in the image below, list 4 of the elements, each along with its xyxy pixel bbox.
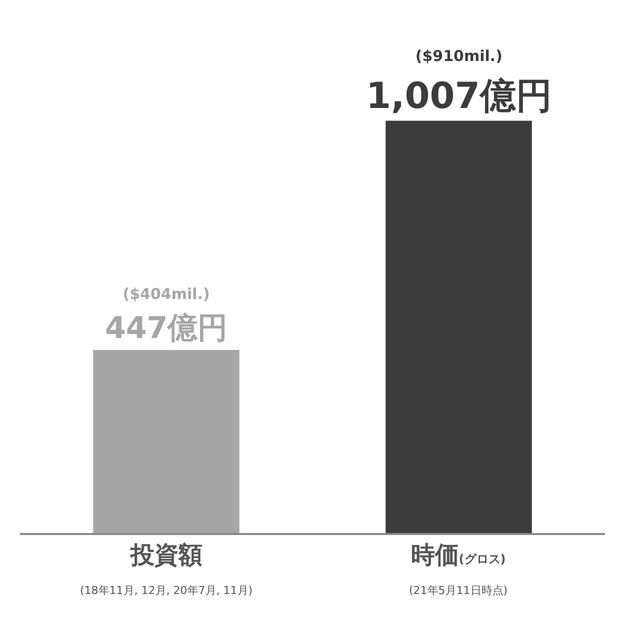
x-tick-label: 投資額 (18年11月, 12月, 20年7月, 11月): [80, 541, 253, 598]
data-label: ($404mil.) 447億円: [105, 285, 228, 346]
category-label: 時価(グロス) (21年5月11日時点): [409, 541, 508, 598]
data-label: ($910mil.) 1,007億円: [366, 47, 552, 117]
